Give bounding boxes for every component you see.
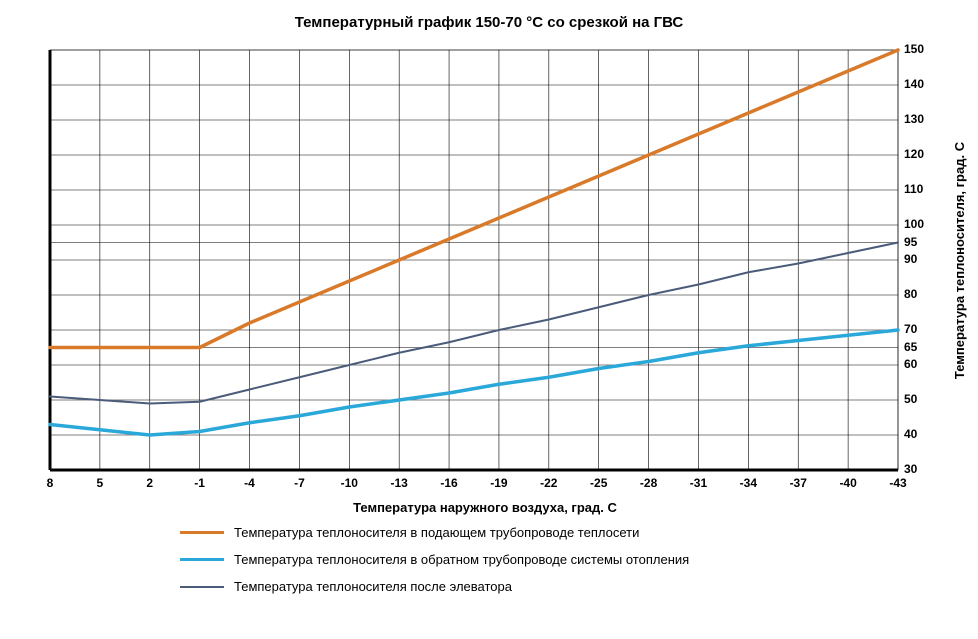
y-axis-label: Температура теплоносителя, град. С [953, 141, 968, 378]
legend: Температура теплоносителя в подающем тру… [180, 525, 689, 606]
y-tick-label: 150 [904, 42, 924, 56]
chart-title: Температурный график 150-70 °С со срезко… [0, 14, 978, 31]
legend-label: Температура теплоносителя в обратном тру… [234, 552, 689, 567]
legend-label: Температура теплоносителя после элеватор… [234, 579, 512, 594]
x-tick-label: -34 [740, 476, 757, 490]
x-tick-label: -7 [294, 476, 305, 490]
legend-swatch [180, 586, 224, 588]
x-tick-label: -16 [440, 476, 457, 490]
series-after_elevator [50, 243, 898, 404]
x-tick-label: -43 [889, 476, 906, 490]
y-tick-label: 50 [904, 392, 917, 406]
y-tick-label: 40 [904, 427, 917, 441]
x-tick-label: 8 [47, 476, 54, 490]
legend-swatch [180, 558, 224, 561]
legend-item-return: Температура теплоносителя в обратном тру… [180, 552, 689, 567]
y-tick-label: 110 [904, 182, 923, 196]
y-tick-label: 60 [904, 357, 917, 371]
x-tick-label: -28 [640, 476, 657, 490]
x-tick-label: -13 [391, 476, 408, 490]
y-tick-label: 100 [904, 217, 924, 231]
x-tick-label: 2 [146, 476, 153, 490]
y-tick-label: 90 [904, 252, 917, 266]
series-supply [50, 50, 898, 348]
x-tick-label: -22 [540, 476, 557, 490]
x-tick-label: 5 [97, 476, 104, 490]
legend-item-after_elevator: Температура теплоносителя после элеватор… [180, 579, 689, 594]
legend-item-supply: Температура теплоносителя в подающем тру… [180, 525, 689, 540]
x-tick-label: -4 [244, 476, 255, 490]
x-tick-label: -37 [790, 476, 807, 490]
chart-svg [50, 50, 898, 470]
y-axis-label-container: Температура теплоносителя, град. С [950, 50, 970, 470]
y-tick-label: 120 [904, 147, 924, 161]
y-tick-label: 70 [904, 322, 917, 336]
x-tick-label: -25 [590, 476, 607, 490]
y-tick-label: 80 [904, 287, 917, 301]
x-tick-label: -31 [690, 476, 707, 490]
x-axis-label: Температура наружного воздуха, град. С [0, 500, 970, 515]
x-tick-label: -1 [194, 476, 205, 490]
x-tick-label: -19 [490, 476, 507, 490]
y-tick-label: 30 [904, 462, 917, 476]
x-tick-label: -40 [839, 476, 856, 490]
y-tick-label: 65 [904, 340, 917, 354]
y-tick-label: 130 [904, 112, 924, 126]
y-tick-label: 140 [904, 77, 924, 91]
y-tick-label: 95 [904, 235, 917, 249]
plot-area [50, 50, 898, 470]
legend-label: Температура теплоносителя в подающем тру… [234, 525, 639, 540]
legend-swatch [180, 531, 224, 534]
x-tick-label: -10 [341, 476, 358, 490]
